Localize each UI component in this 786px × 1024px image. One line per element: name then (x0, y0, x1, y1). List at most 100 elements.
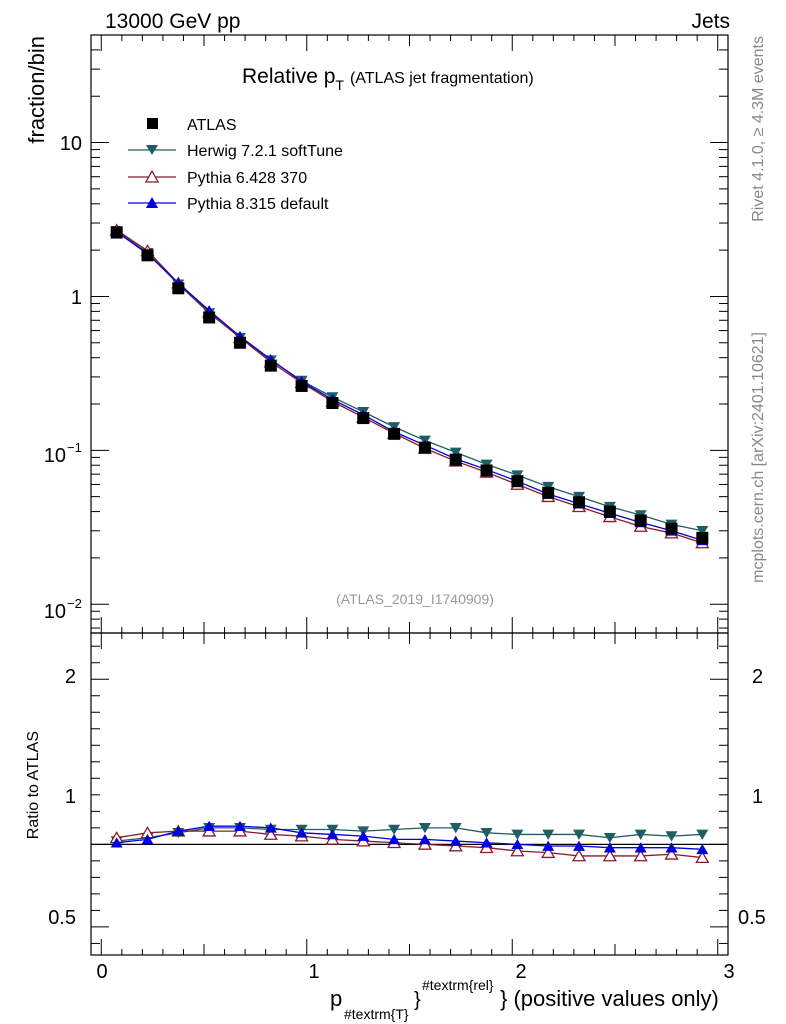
y-tick-label-0p1-base: 10 (44, 445, 66, 467)
ratio-point-herwig-7-2-1-softtune (418, 823, 431, 834)
data-point-atlas (141, 249, 154, 262)
series-line-pythia-8-315-default (116, 231, 703, 541)
x-tick-label-3: 3 (723, 961, 734, 983)
data-point-atlas (295, 379, 308, 392)
legend-label-pythia6: Pythia 6.428 370 (187, 170, 307, 187)
ratio-tick-label-2-right: 2 (752, 666, 763, 688)
data-point-atlas (357, 412, 370, 425)
data-point-herwig-7-2-1-softtune (449, 447, 462, 458)
y-tick-label-10: 10 (60, 133, 82, 155)
ratio-point-herwig-7-2-1-softtune (542, 829, 555, 840)
x-axis-title-base: p (330, 986, 342, 1011)
data-point-atlas (480, 464, 493, 477)
legend: ATLAS Herwig 7.2.1 softTune Pythia 6.428… (128, 117, 343, 213)
header-jets-label: Jets (691, 10, 730, 33)
ratio-point-pythia-8-315-default (696, 843, 709, 855)
legend-label-pythia8: Pythia 8.315 default (187, 196, 329, 213)
ratio-point-pythia-8-315-default (665, 842, 678, 853)
legend-marker-herwig (146, 145, 158, 155)
data-point-atlas (511, 475, 524, 488)
ratio-point-pythia-6-428-370 (541, 845, 556, 859)
legend-marker-pythia8 (146, 197, 158, 208)
ratio-point-pythia-6-428-370 (263, 827, 278, 840)
data-point-atlas (449, 453, 462, 466)
ratio-point-pythia-6-428-370 (633, 849, 648, 862)
ratio-point-herwig-7-2-1-softtune (573, 829, 586, 840)
data-point-atlas (542, 486, 555, 499)
ratio-point-pythia-8-315-default (203, 820, 216, 831)
data-point-atlas (603, 505, 616, 518)
ratio-plot-series (91, 820, 728, 864)
ratio-point-herwig-7-2-1-softtune (634, 829, 647, 840)
ratio-point-pythia-8-315-default (573, 840, 586, 851)
ratio-tick-label-0p5-right: 0.5 (738, 907, 766, 929)
data-point-atlas (573, 496, 586, 509)
ratio-tick-label-1: 1 (65, 786, 76, 808)
data-point-atlas (203, 311, 216, 324)
x-axis-title-subscript: #textrm{T} (344, 1006, 409, 1022)
ratio-point-herwig-7-2-1-softtune (696, 829, 709, 840)
ratio-line-herwig-7-2-1-softtune (116, 827, 703, 842)
ratio-point-pythia-6-428-370 (571, 849, 587, 862)
ratio-point-pythia-8-315-default (634, 842, 647, 853)
y-tick-label-1: 1 (71, 287, 82, 309)
data-point-atlas (696, 531, 709, 544)
ratio-point-pythia-8-315-default (295, 827, 308, 838)
ratio-point-pythia-8-315-default (603, 842, 616, 853)
legend-marker-pythia6 (144, 169, 160, 183)
y-tick-label-0p01-exp: −2 (67, 596, 82, 611)
ratio-point-pythia-8-315-default (388, 834, 401, 845)
ratio-plot-frame (90, 632, 729, 956)
legend-marker-atlas (147, 118, 158, 129)
ratio-point-herwig-7-2-1-softtune (388, 824, 401, 835)
y-tick-label-0p1-exp: −1 (67, 440, 82, 455)
data-point-atlas (665, 522, 678, 535)
ratio-point-pythia-6-428-370 (602, 849, 617, 862)
ratio-point-pythia-8-315-default (449, 835, 462, 846)
series-line-pythia-6-428-370 (116, 229, 703, 544)
analysis-watermark: (ATLAS_2019_I1740909) (336, 591, 494, 607)
plot-title-main: Relative p (242, 65, 335, 88)
y-tick-label-0p1: 10 (44, 445, 66, 467)
ratio-point-herwig-7-2-1-softtune (603, 832, 616, 844)
ratio-tick-label-0p5: 0.5 (48, 907, 76, 929)
x-axis-title-tail: } (positive values only) (500, 986, 719, 1011)
legend-label-herwig: Herwig 7.2.1 softTune (187, 143, 343, 160)
series-line-herwig-7-2-1-softtune (116, 230, 703, 532)
data-point-atlas (110, 226, 123, 239)
ratio-y-axis-label: Ratio to ATLAS (25, 731, 42, 839)
ratio-point-pythia-8-315-default (233, 820, 246, 831)
data-point-atlas (418, 441, 431, 454)
y-tick-label-0p01-base: 10 (44, 601, 66, 623)
ratio-point-pythia-8-315-default (418, 834, 431, 845)
data-point-atlas (388, 427, 401, 440)
data-point-atlas (326, 397, 339, 410)
data-point-atlas (264, 359, 277, 372)
ratio-point-pythia-8-315-default (542, 840, 555, 851)
ratio-tick-label-1-right: 1 (752, 786, 763, 808)
plot-title: Relative pT (ATLAS jet fragmentation) (242, 65, 534, 93)
x-tick-label-2: 2 (515, 961, 526, 983)
mcplots-label: mcplots.cern.ch [arXiv:2401.10621] (750, 332, 767, 583)
ratio-point-pythia-6-428-370 (695, 850, 710, 864)
ratio-tick-label-2: 2 (65, 666, 76, 688)
axis-ticks (91, 34, 728, 955)
data-point-atlas (233, 336, 246, 349)
data-point-atlas (634, 514, 647, 527)
ratio-point-pythia-8-315-default (141, 834, 154, 845)
ratio-point-herwig-7-2-1-softtune (665, 831, 678, 842)
ratio-point-pythia-8-315-default (172, 825, 185, 836)
legend-label-atlas: ATLAS (187, 117, 237, 134)
y-tick-label-0p01: 10 (44, 601, 66, 623)
x-axis-title-brace: } (414, 989, 421, 1011)
data-point-herwig-7-2-1-softtune (696, 525, 709, 537)
ratio-point-pythia-8-315-default (110, 837, 123, 848)
ratio-point-pythia-8-315-default (326, 829, 339, 840)
ratio-point-pythia-8-315-default (480, 837, 493, 848)
header-energy-label: 13000 GeV pp (105, 10, 240, 33)
main-plot-series (109, 223, 710, 549)
ratio-point-pythia-6-428-370 (664, 847, 679, 860)
ratio-point-pythia-8-315-default (511, 838, 524, 850)
ratio-point-herwig-7-2-1-softtune (480, 828, 493, 839)
